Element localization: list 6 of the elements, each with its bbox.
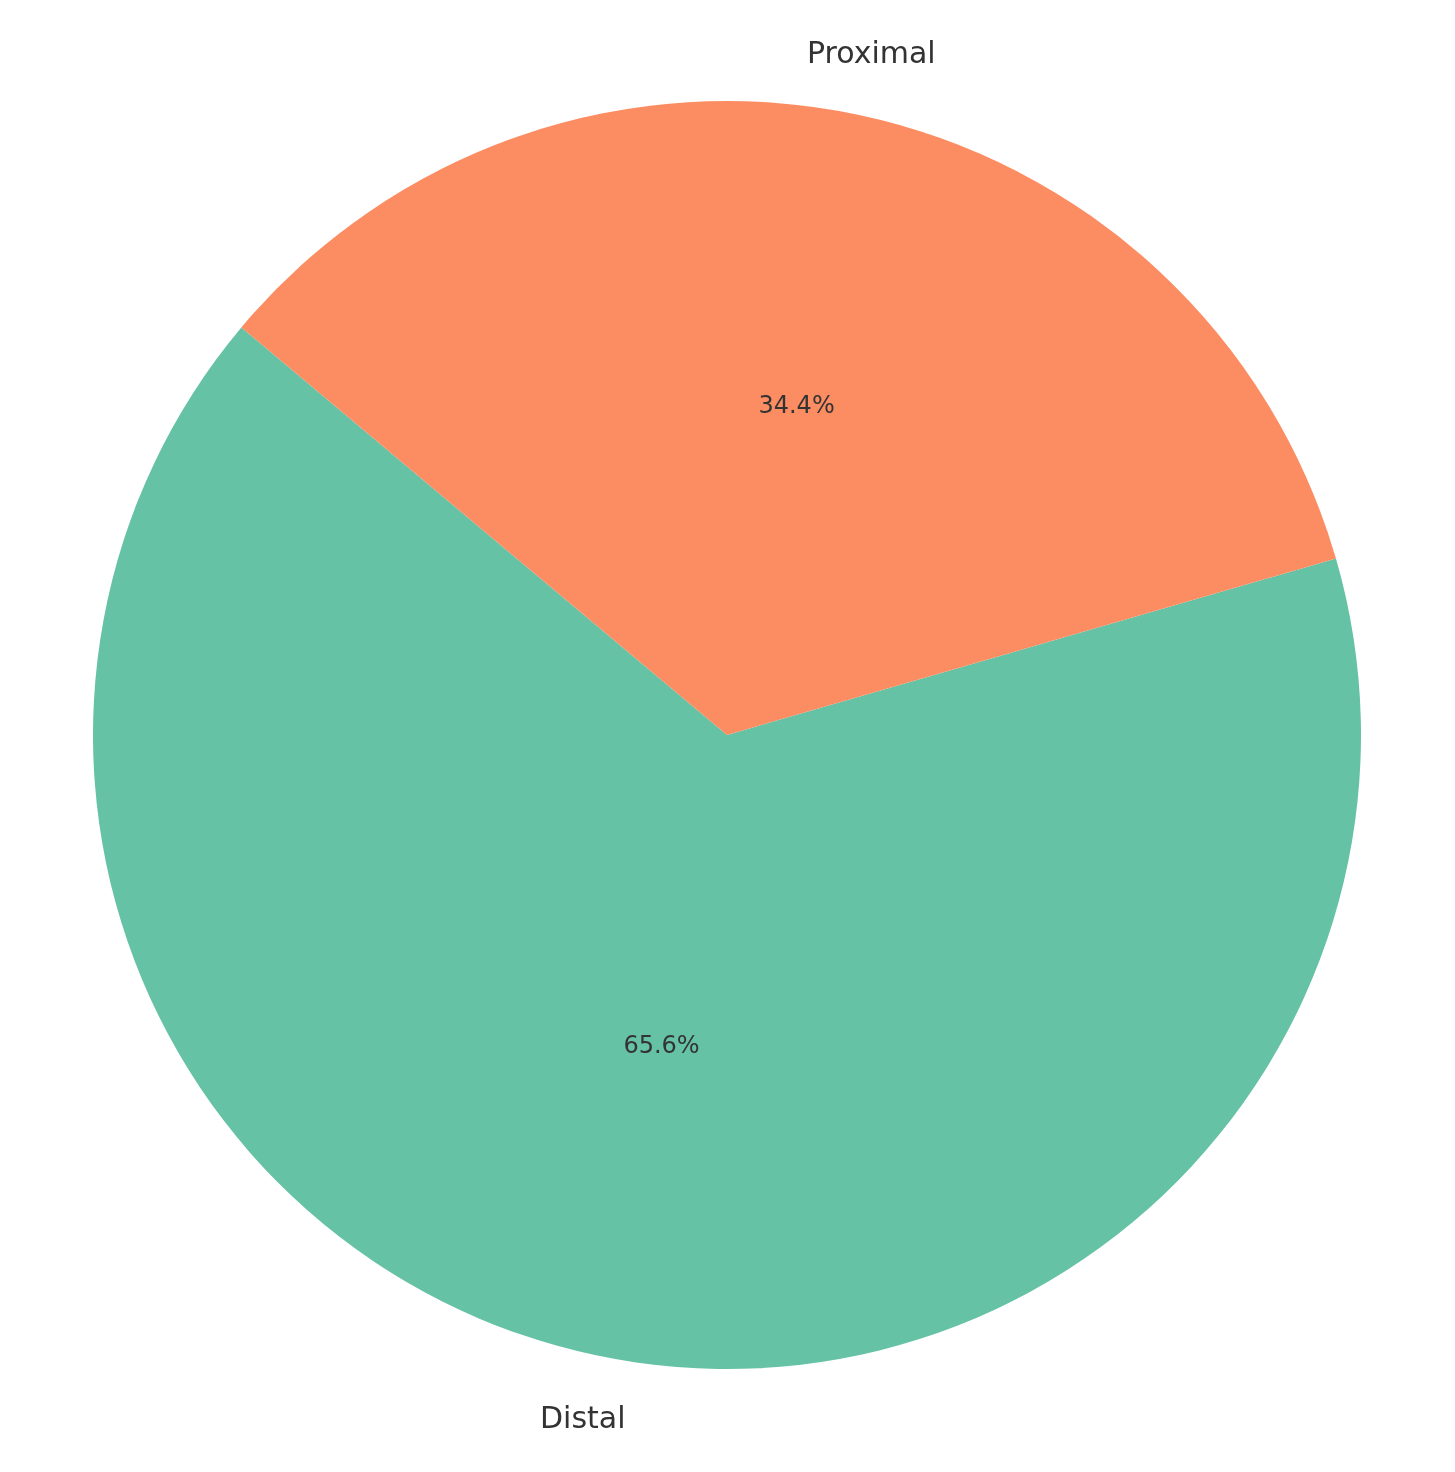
slice-label: Distal xyxy=(540,1400,626,1435)
data-label: 34.4% xyxy=(758,391,835,420)
pie-slice xyxy=(93,327,1361,1369)
data-label: 65.6% xyxy=(623,1031,700,1060)
pie-slice xyxy=(241,101,1336,735)
slice-label: Proximal xyxy=(807,35,936,70)
